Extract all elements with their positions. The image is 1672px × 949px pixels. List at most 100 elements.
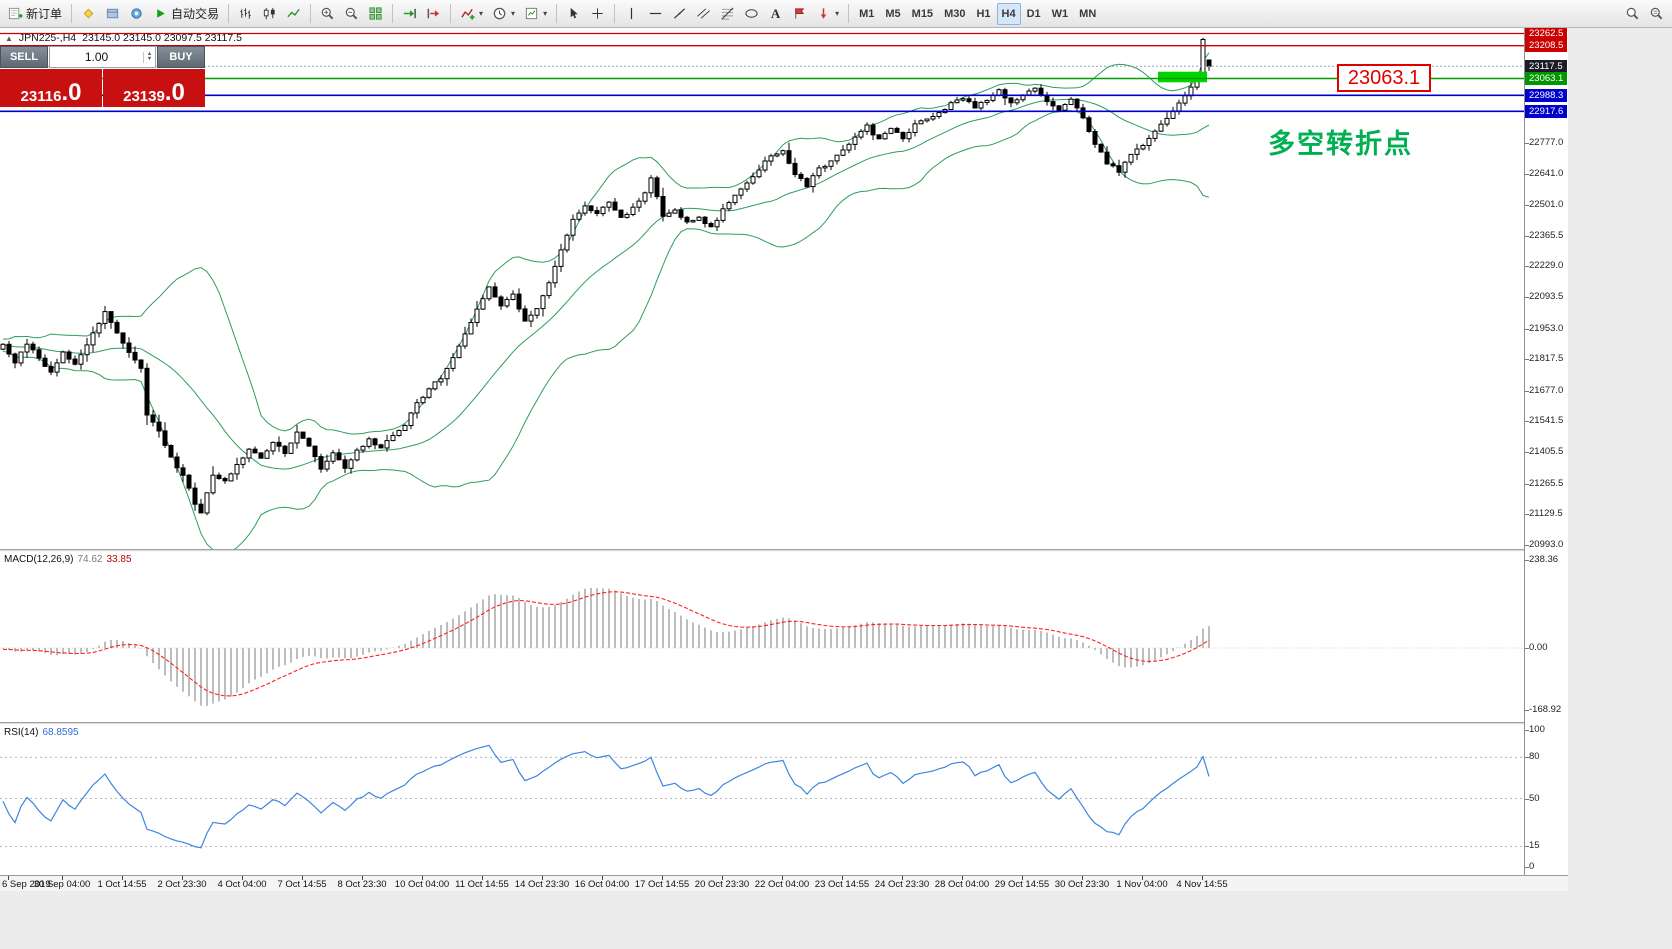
macd-scale-label: 0.00 (1529, 642, 1548, 653)
rsi-scale-label: 80 (1529, 751, 1540, 762)
volume-spinner[interactable]: ▲ ▼ (143, 50, 155, 63)
scale-tick (1525, 560, 1529, 561)
zoom-in-button[interactable] (316, 3, 339, 25)
panel-divider[interactable] (0, 722, 1568, 725)
rsi-panel-canvas[interactable] (0, 725, 1524, 875)
chart-shift-button[interactable] (422, 3, 445, 25)
crosshair-icon (592, 8, 603, 19)
rsi-indicator-label: RSI(14) 68.8595 (4, 727, 79, 738)
horizontal-line-tool-button[interactable] (644, 3, 667, 25)
volume-value: 1.00 (84, 50, 109, 64)
scale-tick (1525, 329, 1529, 330)
time-axis-label: 11 Oct 14:55 (455, 879, 509, 890)
scale-tick-label: 20993.0 (1529, 539, 1564, 550)
macd-panel-canvas[interactable] (0, 552, 1524, 722)
time-axis-tick (962, 876, 963, 880)
candle-chart-mode-button[interactable] (258, 3, 281, 25)
periods-button[interactable]: ▾ (488, 3, 519, 25)
price-tag: 22988.3 (1525, 89, 1567, 102)
timeframe-m5-button[interactable]: M5 (885, 7, 901, 20)
templates-dropdown-caret: ▾ (543, 9, 548, 18)
buy-button[interactable]: BUY (157, 46, 205, 68)
scale-tick-label: 22229.0 (1529, 260, 1564, 271)
new-order-button[interactable]: 新订单 (4, 3, 66, 25)
text-tool-button[interactable]: A (764, 3, 787, 25)
price-level-label[interactable]: 23063.1 (1337, 64, 1431, 92)
vertical-line-tool-button[interactable] (620, 3, 643, 25)
timeframe-h4-button[interactable]: H4 (996, 2, 1021, 25)
indicators-button[interactable]: ▾ (456, 3, 487, 25)
time-axis-label: 6 Sep 2019 (2, 879, 51, 890)
templates-button[interactable]: ▾ (520, 3, 551, 25)
zoom-out-icon (345, 7, 358, 20)
bar-chart-mode-button[interactable] (234, 3, 257, 25)
spinner-up-icon[interactable]: ▲ (146, 50, 153, 57)
vertical-line-icon (630, 7, 633, 20)
scale-tick (1525, 143, 1529, 144)
timeframe-m1-button[interactable]: M1 (859, 7, 875, 20)
timeframe-m30-button[interactable]: M30 (944, 7, 966, 20)
auto-scroll-button[interactable] (398, 3, 421, 25)
search-advanced-button[interactable] (1645, 3, 1668, 25)
trendline-tool-button[interactable] (668, 3, 691, 25)
time-axis-label: 10 Oct 04:00 (394, 879, 450, 890)
autotrading-button[interactable]: 自动交易 (149, 3, 223, 25)
fibonacci-tool-button[interactable] (716, 3, 739, 25)
periods-dropdown-caret: ▾ (511, 9, 516, 18)
ohlc-values-label: 23145.0 23145.0 23097.5 23117.5 (82, 32, 242, 44)
spinner-down-icon[interactable]: ▼ (146, 56, 153, 62)
rsi-line (2, 744, 1210, 849)
tile-windows-button[interactable] (364, 3, 387, 25)
scale-tick-label: 21405.5 (1529, 446, 1564, 457)
new-order-icon (8, 7, 23, 20)
scale-tick-label: 21817.5 (1529, 353, 1564, 364)
scale-tick (1525, 545, 1529, 546)
volume-input[interactable]: 1.00 ▲ ▼ (49, 46, 156, 68)
price-tag: 23063.1 (1525, 72, 1567, 85)
time-axis-tick (902, 876, 903, 880)
search-button[interactable] (1621, 3, 1644, 25)
macd-signal-line (3, 591, 1210, 697)
line-chart-mode-button[interactable] (282, 3, 305, 25)
rsi-scale-label: 50 (1529, 793, 1540, 804)
signals-button[interactable] (125, 3, 148, 25)
price-tag: 22917.6 (1525, 105, 1567, 118)
timeframe-h1-button[interactable]: H1 (976, 7, 991, 20)
one-click-toggle-icon[interactable]: ▲ (5, 33, 13, 43)
sell-button[interactable]: SELL (0, 46, 48, 68)
candlestick-chart-icon (263, 7, 275, 20)
zoom-out-button[interactable] (340, 3, 363, 25)
crosshair-tool-button[interactable] (586, 3, 609, 25)
arrow-marker-icon (820, 8, 827, 19)
scale-tick (1525, 359, 1529, 360)
timeframe-w1-button[interactable]: W1 (1051, 7, 1069, 20)
price-tag: 23262.5 (1525, 28, 1567, 40)
timeframe-d1-button[interactable]: D1 (1026, 7, 1041, 20)
arrows-tool-button[interactable]: ▾ (812, 3, 843, 25)
timeframe-m15-button[interactable]: M15 (911, 7, 934, 20)
auto-scroll-icon (403, 8, 416, 19)
ellipse-tool-button[interactable] (740, 3, 763, 25)
autotrading-label: 自动交易 (171, 7, 220, 21)
breakout-highlight-bar[interactable] (1158, 71, 1207, 83)
toolbar-separator (228, 4, 230, 23)
price-scale[interactable]: 22777.0 22641.0 22501.0 22365.5 22229.0 22093… (1524, 28, 1568, 875)
cursor-tool-button[interactable] (562, 3, 585, 25)
buy-price-display[interactable]: 23139.0 (103, 69, 205, 107)
panel-divider[interactable] (0, 549, 1568, 552)
time-axis-label: 24 Oct 23:30 (874, 879, 930, 890)
search-advanced-icon (1650, 7, 1663, 20)
timeframe-mn-button[interactable]: MN (1079, 7, 1097, 20)
channel-tool-button[interactable] (692, 3, 715, 25)
label-tool-button[interactable] (788, 3, 811, 25)
cursor-icon (570, 7, 578, 19)
sell-price-display[interactable]: 23116.0 (0, 69, 102, 107)
mql5-community-button[interactable] (77, 3, 100, 25)
market-button[interactable] (101, 3, 124, 25)
time-axis-label: 17 Oct 14:55 (634, 879, 690, 890)
time-axis-label: 20 Oct 23:30 (694, 879, 750, 890)
main-chart-canvas[interactable] (0, 28, 1524, 550)
chart-window: 6 Sep 2019 30 Sep 04:00 1 Oct 14:55 2 Oct 2… (0, 28, 1568, 891)
time-axis[interactable]: 6 Sep 2019 30 Sep 04:00 1 Oct 14:55 2 Oct 2… (0, 875, 1568, 891)
scale-tick-label: 22641.0 (1529, 168, 1564, 179)
